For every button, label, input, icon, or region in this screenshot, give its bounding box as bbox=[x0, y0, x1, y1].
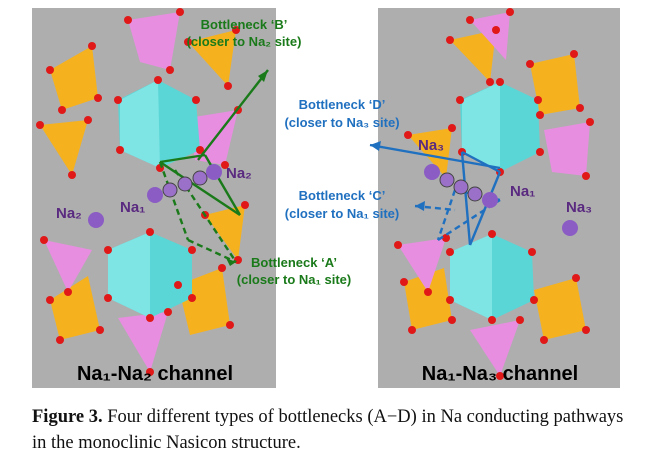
tetrahedron bbox=[128, 12, 180, 70]
tetrahedron bbox=[544, 122, 590, 176]
oxygen-atoms bbox=[36, 8, 249, 376]
caption-label: Figure 3. bbox=[32, 407, 103, 427]
arrow-head bbox=[415, 201, 425, 211]
na1-label: Na₁ bbox=[120, 199, 145, 216]
svg-text:Bottleneck ‘C’: Bottleneck ‘C’ bbox=[299, 188, 386, 203]
svg-text:(closer to Na₁ site): (closer to Na₁ site) bbox=[285, 206, 399, 221]
svg-text:(closer to Na₂ site): (closer to Na₂ site) bbox=[187, 34, 302, 49]
svg-text:(closer to Na₁ site): (closer to Na₁ site) bbox=[237, 272, 351, 287]
tetrahedron bbox=[50, 46, 98, 110]
na2-label-left: Na₂ bbox=[56, 205, 82, 222]
tetrahedron bbox=[50, 276, 100, 340]
na3-label-right: Na₃ bbox=[566, 199, 592, 216]
na2-label: Na₂ bbox=[226, 165, 252, 182]
tetrahedron bbox=[398, 238, 446, 292]
tetrahedron bbox=[404, 268, 452, 330]
svg-text:(closer to Na₃ site): (closer to Na₃ site) bbox=[284, 115, 399, 130]
tetrahedron bbox=[470, 320, 520, 376]
svg-text:Bottleneck ‘A’: Bottleneck ‘A’ bbox=[251, 255, 337, 270]
right-panel: Bottleneck ‘D’ (closer to Na₃ site) Bott… bbox=[284, 8, 620, 388]
svg-text:Bottleneck ‘D’: Bottleneck ‘D’ bbox=[299, 97, 386, 112]
tetrahedron bbox=[188, 30, 236, 86]
figure-illustration: Bottleneck ‘B’ (closer to Na₂ site) Bott… bbox=[32, 8, 620, 388]
channel-label-right: Na₁-Na₃ channel bbox=[422, 363, 578, 385]
sodium-chain-right bbox=[424, 164, 578, 236]
tetrahedron bbox=[40, 120, 88, 175]
figure-caption: Figure 3. Four different types of bottle… bbox=[32, 404, 632, 456]
arrow-head bbox=[258, 70, 268, 82]
left-panel: Bottleneck ‘B’ (closer to Na₂ site) Bott… bbox=[32, 8, 351, 388]
tetrahedron bbox=[450, 30, 496, 82]
sodium-chain bbox=[88, 164, 222, 228]
tetrahedron bbox=[408, 128, 452, 178]
tetrahedron bbox=[470, 12, 510, 60]
arrow-head bbox=[370, 141, 381, 151]
svg-text:Bottleneck ‘B’: Bottleneck ‘B’ bbox=[201, 17, 288, 32]
tetrahedron bbox=[44, 240, 92, 292]
tetrahedron bbox=[530, 54, 580, 115]
tetrahedron bbox=[118, 312, 168, 372]
tetrahedron bbox=[534, 278, 586, 340]
arrow-head bbox=[226, 258, 236, 266]
na1-label-right: Na₁ bbox=[510, 183, 535, 200]
tetrahedron bbox=[205, 205, 245, 260]
oxygen-atoms-right bbox=[394, 8, 594, 380]
channel-label-left: Na₁-Na₂ channel bbox=[77, 363, 233, 385]
caption-text: Four different types of bottlenecks (A−D… bbox=[32, 407, 624, 453]
na3-label-left: Na₃ bbox=[418, 137, 444, 154]
